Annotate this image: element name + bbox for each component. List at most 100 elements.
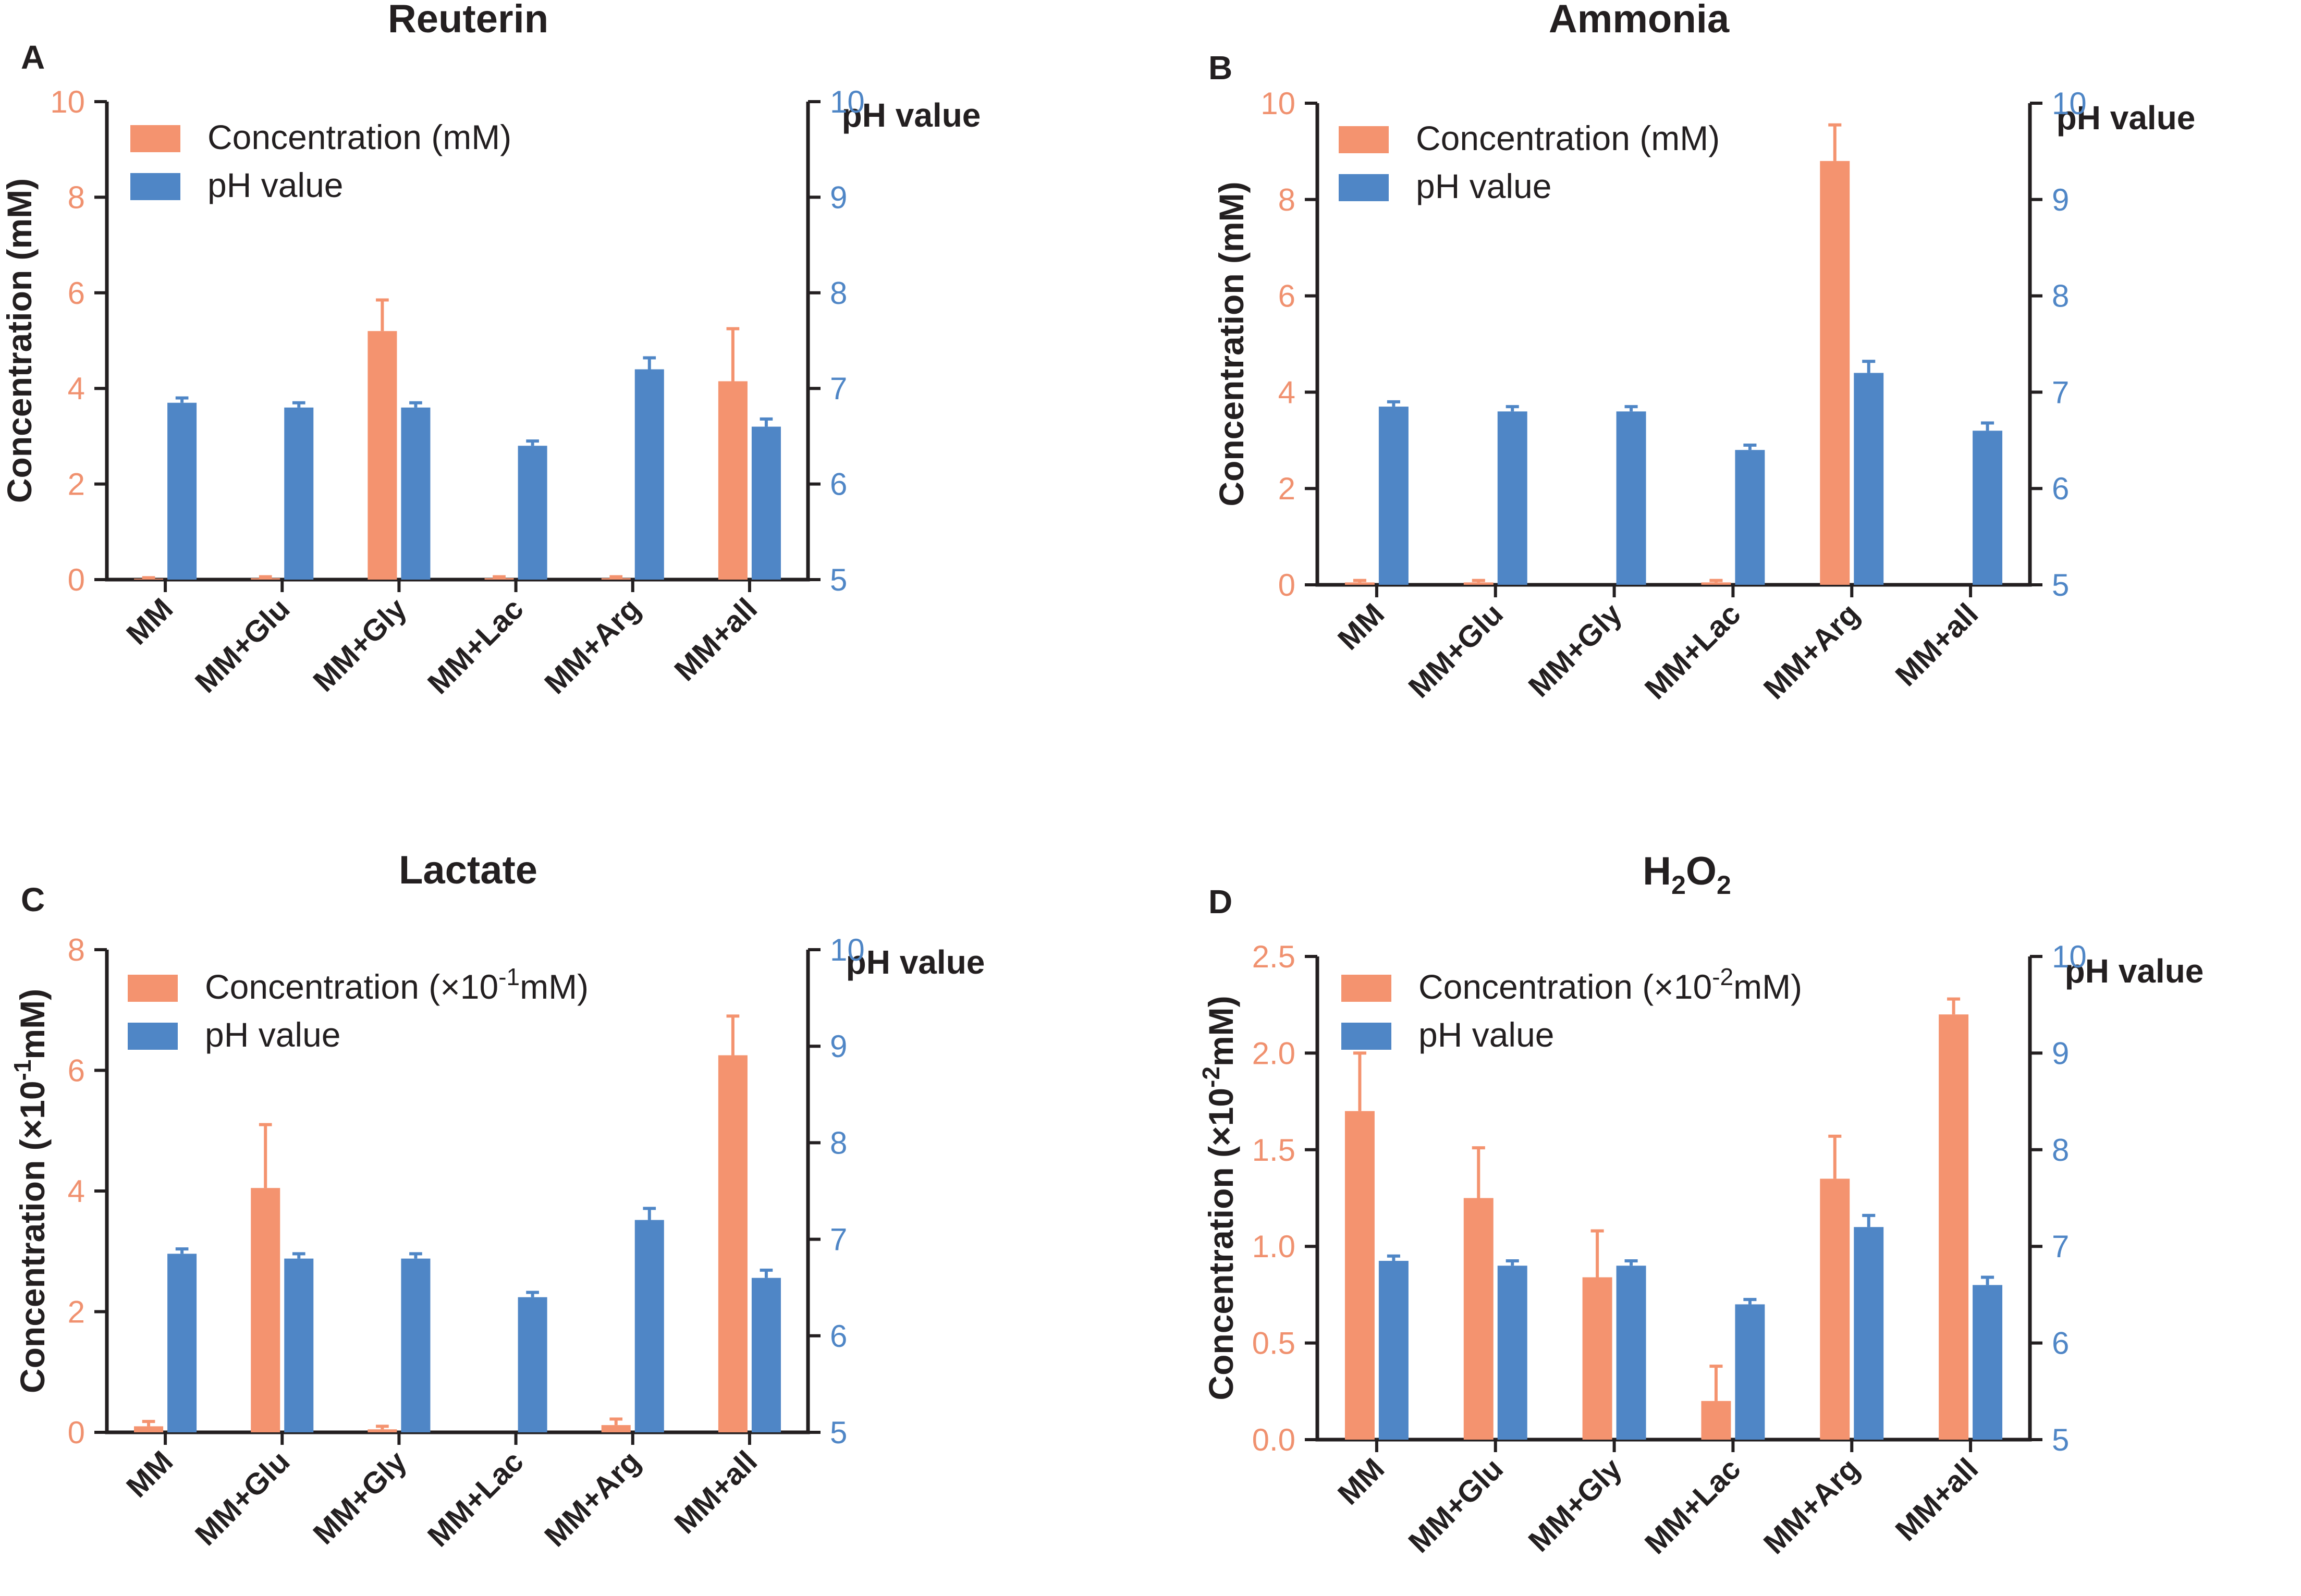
y-axis-label: Concentration (mM) [1212, 181, 1251, 506]
ylabel-part: mM) [1202, 996, 1240, 1066]
y-tick-label: 10 [1260, 86, 1295, 121]
y2-tick-label: 6 [2052, 471, 2069, 506]
bar-ph [1735, 450, 1765, 585]
bar-ph [1497, 411, 1527, 585]
y-tick-label: 2.5 [1252, 939, 1295, 974]
legend-swatch-ph [1341, 1023, 1391, 1050]
x-tick-label: MM+all [1889, 597, 1985, 693]
bar-ph [751, 1278, 781, 1432]
y-tick-label: 8 [68, 932, 85, 967]
bar-ph [1378, 1261, 1409, 1440]
bar-ph [1973, 1285, 2003, 1440]
y-tick-label: 1.0 [1252, 1229, 1295, 1264]
y-tick-label: 6 [1278, 279, 1295, 314]
y-tick-label: 4 [68, 371, 85, 406]
x-tick-label: MM+Glu [1402, 597, 1510, 705]
ylabel-part: Concentration (×10 [1202, 1088, 1240, 1401]
y-tick-label: 0 [68, 1415, 85, 1450]
y-tick-label: 2.0 [1252, 1036, 1295, 1071]
y2-tick-label: 5 [2052, 568, 2069, 603]
panel-label: D [1208, 883, 1232, 920]
bar-ph [751, 426, 781, 580]
y2-tick-label: 7 [830, 371, 847, 406]
y2-tick-label: 9 [2052, 1036, 2069, 1071]
legend-part: mM) [1733, 967, 1802, 1006]
title-part: Reuterin [388, 0, 548, 41]
x-tick-label: MM+Glu [1402, 1452, 1510, 1560]
legend-superscript: -2 [1712, 963, 1733, 990]
axis-frame [1315, 103, 2032, 587]
bar-ph [284, 407, 314, 580]
chart-title: Lactate [399, 848, 537, 892]
panel-label: B [1208, 49, 1232, 87]
legend-label-concentration: Concentration (×10-2mM) [1418, 963, 1802, 1006]
legend-swatch-concentration [130, 125, 180, 152]
y-tick-label: 6 [68, 276, 85, 311]
ylabel-part: Concentration (mM) [0, 178, 39, 503]
y2-tick-label: 6 [830, 467, 847, 502]
y-tick-label: 0.0 [1252, 1422, 1295, 1457]
x-tick-label: MM+Arg [538, 592, 647, 701]
legend-swatch-ph [1339, 174, 1389, 201]
y-tick-label: 2 [68, 1295, 85, 1330]
legend-label-ph: pH value [1418, 1015, 1555, 1054]
ylabel-part: mM) [13, 989, 52, 1060]
y-tick-label: 2 [68, 467, 85, 502]
y-tick-label: 8 [68, 180, 85, 215]
y-tick-label: 8 [1278, 182, 1295, 217]
x-tick-label: MM [1331, 597, 1391, 656]
y2-axis-label: pH value [2065, 952, 2204, 990]
bar-ph [1616, 411, 1646, 585]
legend-part: Concentration (mM) [1416, 119, 1720, 157]
legend-label-ph: pH value [205, 1015, 341, 1054]
legend-part: Concentration (mM) [207, 118, 511, 156]
bar-concentration [1701, 1401, 1731, 1440]
x-tick-label: MM+Gly [1522, 1452, 1628, 1558]
title-part: Lactate [399, 848, 537, 892]
x-tick-label: MM+Lac [421, 1444, 530, 1553]
x-tick-label: MM+all [1889, 1452, 1985, 1548]
y2-tick-label: 10 [830, 84, 865, 119]
ylabel-superscript: -1 [9, 1060, 36, 1081]
ylabel-superscript: -2 [1197, 1066, 1225, 1088]
y2-tick-label: 6 [830, 1319, 847, 1354]
y2-tick-label: 7 [830, 1222, 847, 1257]
x-tick-label: MM [120, 1444, 179, 1504]
x-tick-label: MM [120, 592, 179, 651]
legend-part: mM) [520, 967, 589, 1006]
x-tick-label: MM+all [668, 1444, 764, 1540]
y2-axis-label: pH value [2057, 99, 2196, 137]
title-part: Ammonia [1549, 0, 1730, 41]
ylabel-part: Concentration (mM) [1212, 181, 1251, 506]
bar-ph [1616, 1266, 1646, 1440]
bar-concentration [1939, 1014, 1969, 1440]
bar-ph [1378, 407, 1409, 585]
bar-concentration [718, 1055, 748, 1432]
y-tick-label: 4 [1278, 375, 1295, 410]
y2-tick-label: 9 [830, 180, 847, 215]
bar-concentration [1582, 1277, 1612, 1440]
legend-swatch-ph [130, 173, 180, 200]
x-tick-label: MM+all [668, 592, 764, 687]
x-tick-label: MM+Arg [538, 1444, 647, 1553]
legend-swatch-concentration [1341, 975, 1391, 1002]
x-tick-label: MM+Glu [189, 1444, 297, 1552]
x-tick-label: MM+Lac [1638, 597, 1747, 706]
y2-axis-label: pH value [846, 943, 985, 981]
bar-ph [401, 407, 431, 580]
bar-ph [167, 1254, 197, 1432]
legend-swatch-ph [128, 1023, 178, 1050]
y2-tick-label: 8 [830, 276, 847, 311]
y-axis-label: Concentration (×10-2mM) [1197, 996, 1240, 1400]
bar-concentration [134, 1426, 164, 1432]
chart-panel-B: Ammonia B Concentration (mM) pH value 0 2 4 6 8 1… [1208, 0, 2195, 706]
bar-concentration [251, 578, 280, 580]
axis-frame [105, 102, 810, 582]
y2-tick-label: 6 [2052, 1326, 2069, 1361]
y-tick-label: 0 [1278, 568, 1295, 603]
y2-tick-label: 5 [2052, 1422, 2069, 1457]
bar-concentration [484, 578, 514, 580]
legend-label-concentration: Concentration (×10-1mM) [205, 963, 589, 1006]
chart-title: Reuterin [388, 0, 548, 41]
